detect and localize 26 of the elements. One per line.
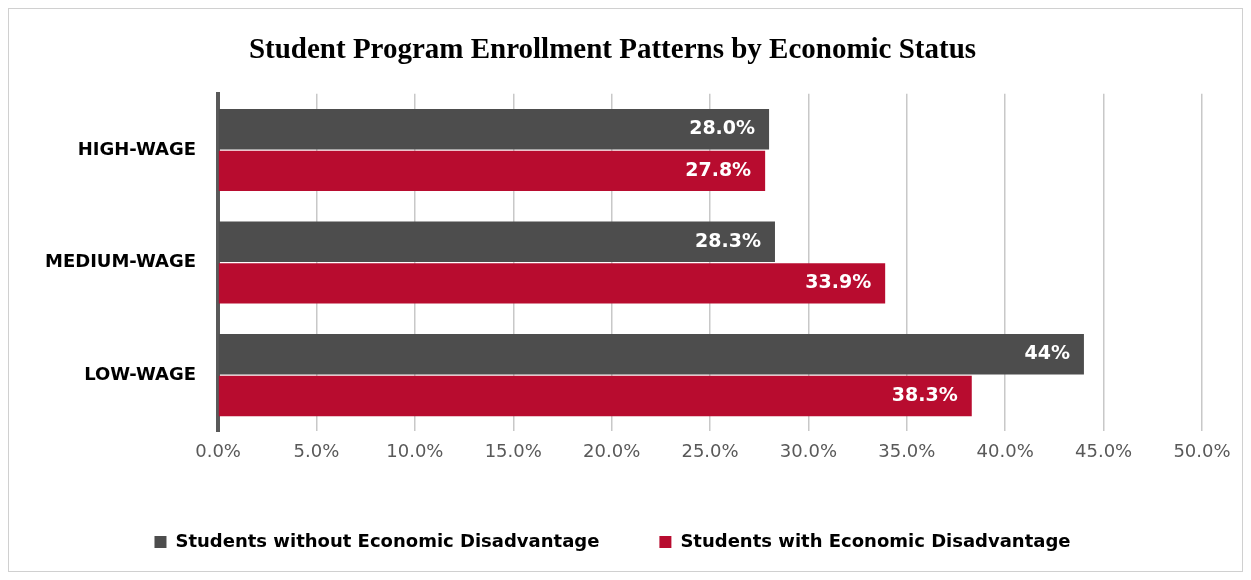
legend-label: Students with Economic Disadvantage: [680, 529, 1071, 551]
data-label: 38.3%: [891, 382, 958, 405]
x-tick-label: 35.0%: [878, 439, 936, 461]
data-label: 44%: [1024, 341, 1070, 364]
x-tick-label: 40.0%: [976, 439, 1034, 461]
y-tick-label: MEDIUM-WAGE: [44, 250, 197, 272]
x-tick-label: 5.0%: [293, 439, 340, 461]
bar: [218, 150, 766, 192]
data-label: 28.3%: [695, 228, 761, 251]
x-tick-label: 15.0%: [484, 439, 542, 461]
x-tick-label: 30.0%: [779, 439, 838, 461]
x-tick-label: 10.0%: [386, 439, 444, 461]
y-tick-label: LOW-WAGE: [84, 362, 197, 384]
x-tick-label: 20.0%: [583, 439, 641, 461]
y-tick-label: HIGH-WAGE: [77, 137, 197, 159]
data-label: 33.9%: [805, 270, 872, 293]
x-tick-label: 0.0%: [195, 439, 241, 461]
x-tick-label: 25.0%: [681, 439, 739, 461]
bar: [218, 375, 972, 417]
chart-title: Student Program Enrollment Patterns by Economic Status: [248, 31, 977, 64]
x-tick-label: 45.0%: [1075, 439, 1133, 461]
legend-label: Students without Economic Disadvantage: [175, 529, 600, 551]
data-label: 28.0%: [689, 116, 756, 139]
data-label: 27.8%: [685, 157, 752, 180]
x-tick-label: 50.0%: [1173, 439, 1231, 461]
bar: [218, 263, 886, 304]
